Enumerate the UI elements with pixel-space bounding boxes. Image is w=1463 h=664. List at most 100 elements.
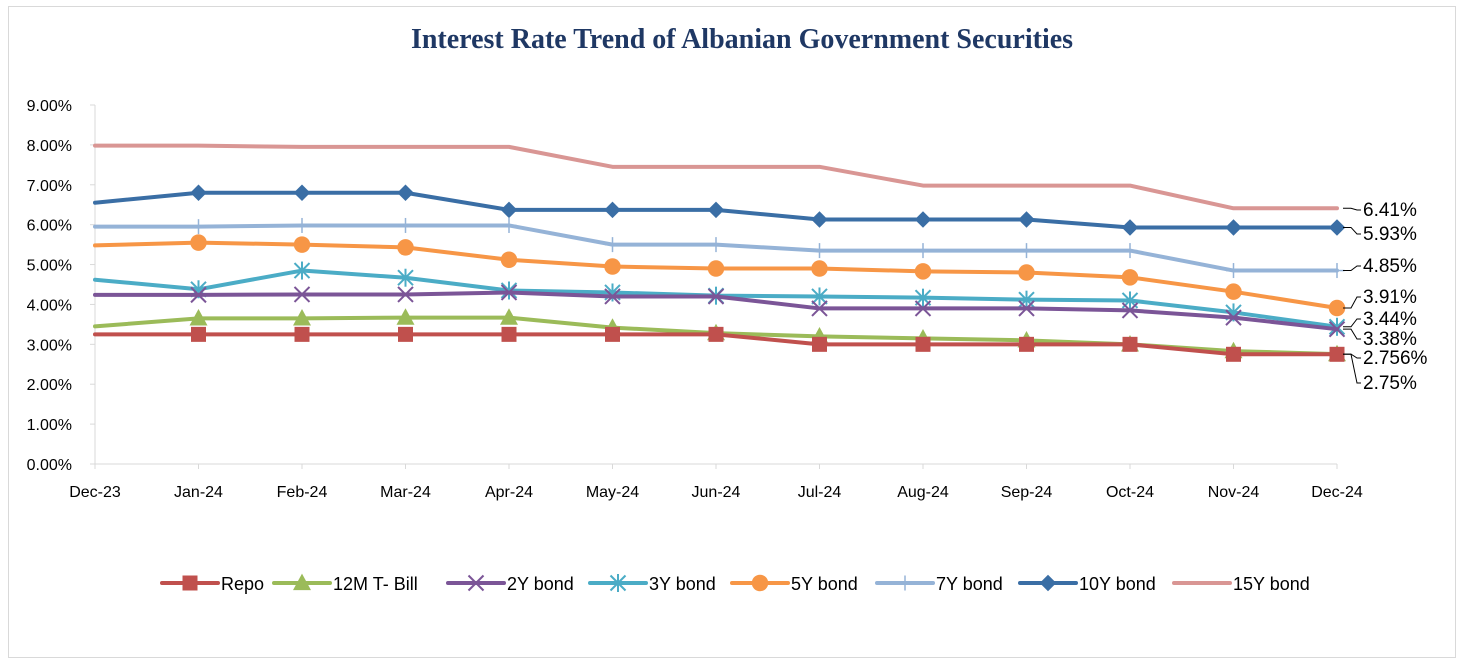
series-line: [93, 143, 1339, 211]
end-label-text: 2.75%: [1363, 373, 1417, 394]
data-point: [1018, 211, 1035, 228]
data-point: [294, 217, 310, 233]
legend-label: 12M T- Bill: [333, 574, 418, 594]
legend-item: 7Y bond: [875, 574, 1003, 594]
data-point: [605, 237, 620, 253]
legend-marker: [751, 574, 769, 592]
data-point: [294, 326, 310, 342]
data-point: [915, 336, 931, 352]
leader-line: [1343, 296, 1361, 309]
series-15y-bond: [93, 143, 1339, 211]
legend-label: 10Y bond: [1079, 574, 1156, 594]
data-point: [915, 243, 931, 259]
data-point: [1328, 219, 1346, 236]
data-point: [605, 326, 620, 342]
data-point: [1225, 283, 1242, 300]
x-tick-label: Feb-24: [277, 484, 328, 501]
data-point: [1121, 269, 1139, 286]
data-point: [397, 268, 414, 287]
data-point: [397, 184, 414, 202]
legend-item: 15Y bond: [1172, 574, 1310, 594]
x-tick-label: May-24: [586, 484, 639, 501]
legend-label: 5Y bond: [791, 574, 858, 594]
x-tick-label: Mar-24: [380, 484, 431, 501]
x-tick-label: Sep-24: [1001, 484, 1053, 501]
data-point: [293, 261, 311, 280]
data-point: [811, 287, 828, 306]
legend-marker: [293, 573, 311, 591]
end-label-text: 4.85%: [1363, 256, 1417, 277]
data-point: [398, 326, 413, 342]
x-tick-label: Dec-23: [69, 484, 121, 501]
end-label: 4.85%: [1343, 256, 1417, 277]
series-2y-bond: [93, 284, 1346, 338]
series-repo: [93, 326, 1345, 362]
leader-line: [1343, 265, 1361, 272]
data-point: [604, 201, 621, 219]
legend-label: 7Y bond: [936, 574, 1003, 594]
data-point: [1121, 302, 1139, 319]
end-label-text: 6.41%: [1363, 200, 1417, 221]
data-point: [1225, 309, 1242, 326]
data-point: [812, 336, 827, 352]
legend-marker: [1039, 574, 1057, 592]
end-label-text: 3.38%: [1363, 329, 1417, 350]
y-tick-label: 2.00%: [27, 377, 72, 394]
data-point: [398, 217, 413, 233]
y-tick-label: 5.00%: [27, 258, 72, 275]
data-point: [500, 201, 518, 219]
end-label-text: 2.756%: [1363, 348, 1428, 369]
legend-marker: [182, 575, 198, 591]
legend-marker: [609, 574, 627, 592]
data-point: [812, 243, 827, 259]
x-tick-label: Dec-24: [1311, 484, 1363, 501]
y-tick-label: 8.00%: [27, 138, 72, 155]
series-10y-bond: [93, 184, 1346, 236]
end-label-text: 3.91%: [1363, 287, 1417, 308]
end-label: 3.91%: [1343, 287, 1417, 309]
legend-item: 12M T- Bill: [272, 573, 418, 594]
leader-line: [1343, 207, 1361, 211]
data-point: [501, 217, 517, 233]
data-point: [191, 219, 206, 235]
data-point: [707, 201, 725, 219]
chart-title: Interest Rate Trend of Albanian Governme…: [411, 24, 1073, 55]
data-point: [396, 308, 415, 325]
x-tick-label: Oct-24: [1106, 484, 1154, 501]
end-label: 6.41%: [1343, 200, 1417, 221]
data-point: [1019, 336, 1034, 352]
legend-item: 2Y bond: [446, 574, 574, 594]
plot-area: [93, 143, 1346, 362]
data-point: [708, 237, 724, 253]
y-tick-label: 1.00%: [27, 417, 72, 434]
legend-label: Repo: [221, 574, 264, 594]
leader-line: [1343, 353, 1361, 384]
y-tick-label: 3.00%: [27, 337, 72, 354]
end-label: 3.38%: [1343, 328, 1417, 350]
data-point: [397, 286, 414, 303]
data-point: [1122, 336, 1138, 352]
data-point: [500, 308, 518, 325]
y-tick-label: 6.00%: [27, 218, 72, 235]
series-line: [93, 290, 1339, 332]
end-label: 2.756%: [1343, 348, 1428, 369]
data-point: [190, 234, 207, 251]
data-point: [190, 184, 207, 202]
legend-item: 5Y bond: [730, 574, 858, 594]
x-tick-label: Jan-24: [174, 484, 223, 501]
data-point: [293, 309, 311, 326]
legend-marker: [467, 574, 485, 592]
y-tick-label: 9.00%: [27, 98, 72, 115]
end-label: 3.44%: [1343, 309, 1417, 330]
data-point: [397, 239, 414, 256]
data-point: [191, 326, 206, 342]
end-labels: 2.75% 2.756%3.38%3.44%3.91% 4.85% 5.93% 6.41…: [1343, 200, 1428, 394]
axes: 0.00% 1.00% 2.00% 3.00% 4.00% 5.00% 6.00% 7.00%…: [27, 98, 1363, 501]
data-point: [189, 309, 208, 326]
legend-label: 2Y bond: [507, 574, 574, 594]
data-point: [914, 211, 932, 228]
data-point: [604, 258, 621, 275]
leader-line: [1343, 318, 1361, 328]
leader-line: [1343, 328, 1361, 340]
